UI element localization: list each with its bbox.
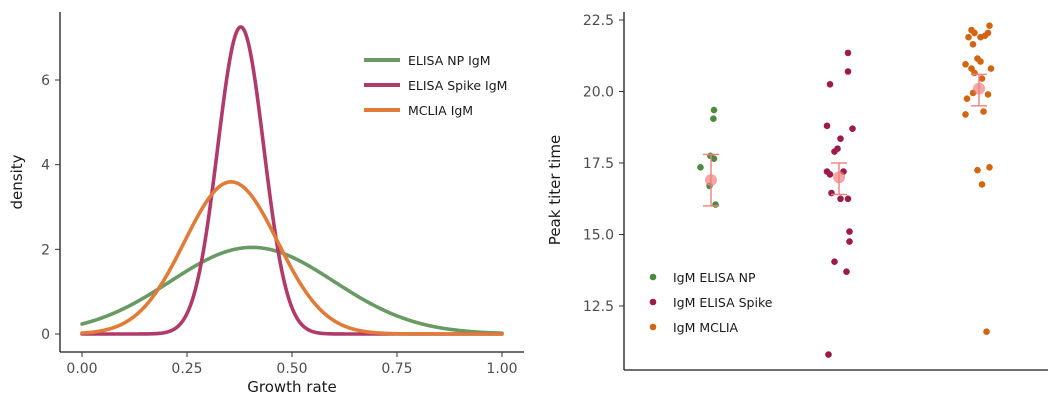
data-point (986, 22, 993, 30)
y-tick-label: 0 (41, 327, 50, 343)
y-tick-label: 6 (41, 73, 50, 89)
data-point (846, 228, 853, 235)
data-point (844, 68, 852, 75)
data-point (981, 32, 989, 39)
legend-label: IgM ELISA Spike (673, 295, 773, 310)
data-point (826, 81, 834, 88)
legend-label: ELISA Spike IgM (408, 78, 507, 93)
y-axis-title: Peak titer time (546, 135, 564, 245)
data-point (974, 166, 981, 174)
data-point (969, 41, 977, 48)
peak-titer-chart: 12.5 15.0 17.5 20.0 22.5 Peak titer time IgM E… (546, 12, 1048, 371)
data-point (846, 238, 853, 245)
data-point (825, 351, 832, 358)
data-point (844, 195, 852, 203)
y-tick-label: 15.0 (583, 228, 614, 244)
density-chart: 0.00 0.25 0.50 0.75 1.00 0 2 4 6 Growth rate densi… (8, 12, 524, 396)
data-point (987, 65, 995, 72)
data-point (837, 195, 844, 203)
data-point (962, 111, 969, 118)
data-point (977, 58, 984, 65)
x-tick-label: 0.75 (381, 361, 412, 377)
data-point (831, 148, 838, 155)
data-point (712, 201, 719, 208)
x-tick-label: 0.00 (66, 361, 97, 377)
mean-point (833, 171, 845, 184)
data-point (978, 75, 986, 82)
data-point (826, 171, 834, 178)
legend-key (649, 273, 657, 281)
data-point (710, 155, 718, 162)
data-point (843, 268, 850, 276)
density-curve-3 (80, 180, 504, 336)
data-point (980, 108, 987, 115)
x-axis-title: Growth rate (247, 378, 337, 396)
legend-key (649, 323, 657, 331)
legend-label: MCLIA IgM (408, 103, 473, 118)
y-tick-label: 20.0 (583, 85, 614, 101)
density-curve-2 (80, 25, 504, 336)
data-point (831, 258, 838, 266)
data-point (986, 164, 993, 171)
legend-label: ELISA NP IgM (408, 53, 491, 68)
data-point (849, 125, 856, 132)
legend-label: IgM ELISA NP (673, 270, 756, 285)
y-tick-label: 12.5 (583, 299, 614, 315)
y-tick-label: 22.5 (583, 13, 614, 29)
data-point (710, 115, 717, 122)
legend-label: IgM MCLIA (673, 320, 739, 335)
data-point (710, 106, 718, 114)
data-point (962, 61, 969, 68)
data-point (983, 328, 990, 336)
y-tick-label: 17.5 (583, 156, 614, 172)
x-tick-label: 0.50 (276, 361, 307, 377)
data-point (837, 135, 844, 142)
x-tick-label: 0.25 (171, 361, 202, 377)
data-point (697, 164, 704, 171)
data-point (844, 49, 852, 57)
mean-point (973, 82, 985, 95)
data-point (963, 95, 971, 102)
y-tick-label: 2 (41, 242, 50, 258)
density-curve-1 (80, 245, 504, 335)
data-point (823, 122, 831, 130)
y-axis-title: density (8, 154, 26, 209)
data-point (984, 91, 992, 98)
x-tick-label: 1.00 (486, 361, 517, 377)
data-point (971, 69, 978, 77)
data-point (965, 33, 972, 41)
y-tick-label: 4 (41, 158, 50, 174)
mean-point (705, 174, 717, 187)
data-point (978, 181, 986, 188)
data-point (828, 189, 835, 197)
data-point (971, 29, 978, 37)
legend-key (649, 298, 657, 306)
